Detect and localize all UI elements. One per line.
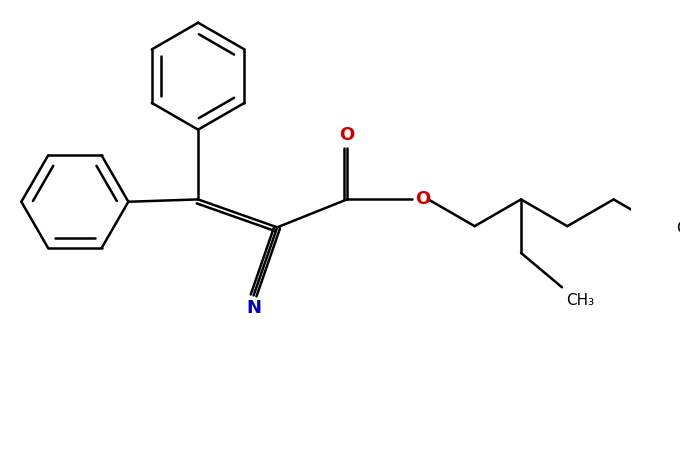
Text: CH₃: CH₃ (676, 221, 680, 236)
Text: O: O (415, 190, 430, 208)
Text: O: O (339, 126, 354, 144)
Text: N: N (246, 299, 261, 317)
Text: CH₃: CH₃ (566, 293, 595, 308)
